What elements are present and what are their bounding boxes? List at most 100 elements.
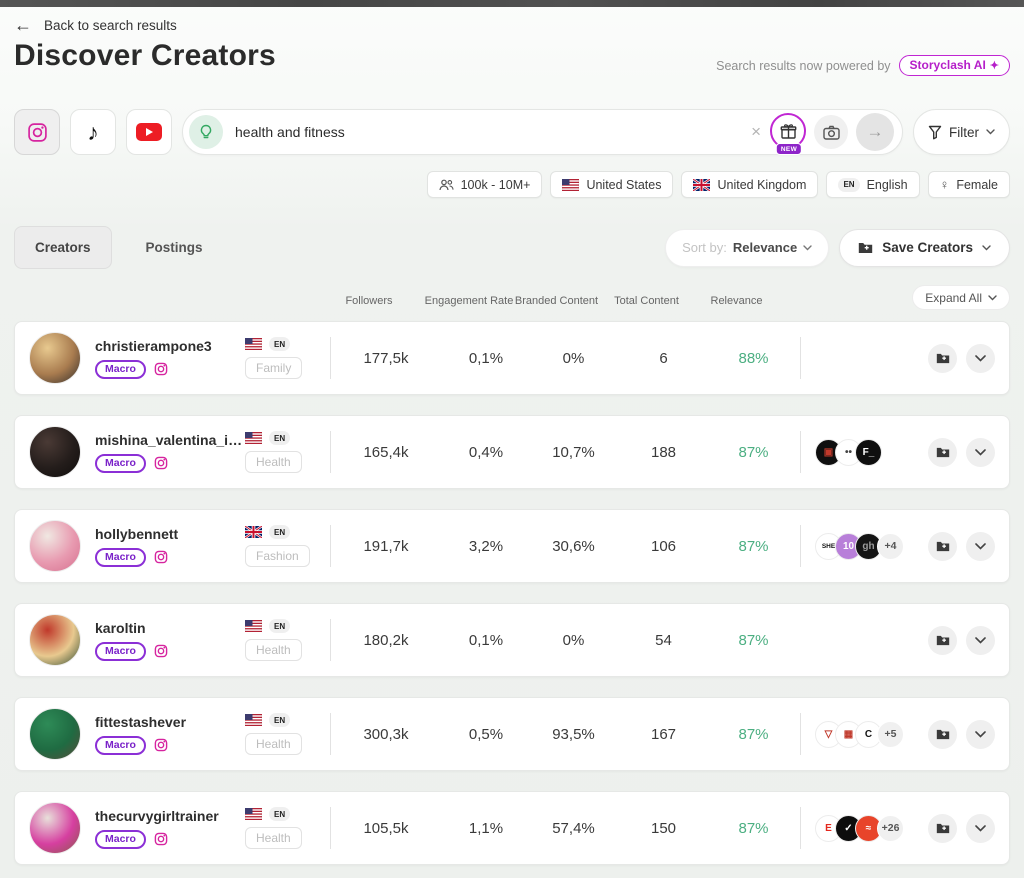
relevance-value: 87% bbox=[738, 725, 769, 743]
avatar[interactable] bbox=[29, 426, 81, 478]
branded-content-value: 30,6% bbox=[552, 537, 595, 555]
tier-badge: Macro bbox=[95, 829, 146, 849]
instagram-icon[interactable] bbox=[154, 550, 168, 564]
arrow-right-icon: → bbox=[866, 122, 884, 141]
total-content-value: 106 bbox=[650, 537, 677, 555]
add-to-list-button[interactable] bbox=[928, 531, 957, 561]
instagram-icon[interactable] bbox=[154, 738, 168, 752]
column-header-engagement-rate: Engagement Rate bbox=[424, 295, 514, 307]
filter-chip-label: United Kingdom bbox=[717, 177, 807, 192]
relevance-value: 87% bbox=[738, 443, 769, 461]
more-brands-badge: +26 bbox=[877, 814, 904, 842]
creator-row: christierampone3 Macro EN Family 177,5k … bbox=[14, 321, 1010, 395]
ai-gift-button[interactable]: NEW bbox=[770, 113, 808, 155]
avatar[interactable] bbox=[29, 708, 81, 760]
country-flag-icon bbox=[245, 808, 262, 820]
filter-chip[interactable]: United States bbox=[550, 171, 674, 198]
clear-search-icon[interactable]: × bbox=[751, 122, 761, 141]
add-to-list-button[interactable] bbox=[928, 625, 957, 655]
filter-button[interactable]: Filter bbox=[913, 109, 1010, 155]
creator-username[interactable]: hollybennett bbox=[95, 525, 179, 542]
category-tag: Family bbox=[245, 357, 303, 379]
chevron-down-icon bbox=[982, 244, 991, 250]
creator-username[interactable]: fittestashever bbox=[95, 713, 187, 730]
tab-postings[interactable]: Postings bbox=[145, 240, 203, 255]
followers-value: 300,3k bbox=[363, 725, 409, 743]
creator-username[interactable]: mishina_valentina_if… bbox=[95, 431, 245, 448]
platform-toggle-instagram[interactable] bbox=[14, 109, 60, 155]
chevron-down-icon bbox=[975, 824, 986, 832]
submit-search-button[interactable]: → bbox=[856, 113, 894, 151]
filter-chip-label: United States bbox=[586, 177, 662, 192]
creator-row: hollybennett Macro EN Fashion 191,7k 3,2… bbox=[14, 509, 1010, 583]
back-link[interactable]: ← Back to search results bbox=[14, 15, 177, 35]
total-content-value: 54 bbox=[655, 631, 672, 649]
language-badge: EN bbox=[269, 619, 291, 633]
lightbulb-icon bbox=[189, 115, 223, 149]
chevron-down-icon bbox=[975, 448, 986, 456]
total-content-value: 188 bbox=[650, 443, 677, 461]
divider bbox=[330, 525, 331, 567]
avatar[interactable] bbox=[29, 332, 81, 384]
add-to-list-button[interactable] bbox=[928, 813, 957, 843]
tier-badge: Macro bbox=[95, 547, 146, 567]
tier-badge: Macro bbox=[95, 453, 146, 473]
instagram-icon[interactable] bbox=[154, 832, 168, 846]
filter-chip-label: 100k - 10M+ bbox=[460, 177, 531, 192]
platform-toggle-tiktok[interactable]: ♪ bbox=[70, 109, 116, 155]
total-content-value: 150 bbox=[650, 819, 677, 837]
tab-creators[interactable]: Creators bbox=[14, 226, 112, 269]
search-input[interactable] bbox=[235, 124, 743, 140]
folder-plus-icon bbox=[936, 635, 949, 646]
engagement-rate-value: 0,1% bbox=[468, 349, 504, 367]
instagram-icon[interactable] bbox=[154, 644, 168, 658]
brand-logos: ▣ •• F_ bbox=[801, 438, 928, 466]
expand-all-button[interactable]: Expand All bbox=[912, 285, 1010, 310]
brand-logo: F_ bbox=[855, 438, 882, 466]
divider bbox=[800, 807, 801, 849]
folder-plus-icon bbox=[936, 447, 949, 458]
search-bar: × NEW → bbox=[182, 109, 903, 155]
chevron-down-icon bbox=[975, 542, 986, 550]
add-to-list-button[interactable] bbox=[928, 343, 957, 373]
folder-plus-icon bbox=[936, 353, 949, 364]
add-to-list-button[interactable] bbox=[928, 437, 957, 467]
sort-dropdown[interactable]: Sort by: Relevance bbox=[665, 228, 830, 267]
filter-chip[interactable]: United Kingdom bbox=[681, 171, 819, 198]
avatar[interactable] bbox=[29, 614, 81, 666]
filter-chip[interactable]: EN English bbox=[826, 171, 920, 198]
tier-badge: Macro bbox=[95, 641, 146, 661]
expand-row-button[interactable] bbox=[966, 719, 995, 749]
female-icon: ♀ bbox=[939, 177, 950, 192]
instagram-icon[interactable] bbox=[154, 362, 168, 376]
creator-username[interactable]: karoltin bbox=[95, 619, 146, 636]
branded-content-value: 93,5% bbox=[552, 725, 595, 743]
country-flag-icon bbox=[245, 620, 262, 632]
creator-username[interactable]: thecurvygirltrainer bbox=[95, 807, 219, 824]
country-flag-icon bbox=[245, 338, 262, 350]
instagram-icon[interactable] bbox=[154, 456, 168, 470]
expand-row-button[interactable] bbox=[966, 343, 995, 373]
language-badge: EN bbox=[269, 431, 291, 445]
expand-row-button[interactable] bbox=[966, 531, 995, 561]
filter-chip[interactable]: ♀ Female bbox=[927, 171, 1010, 198]
expand-row-button[interactable] bbox=[966, 813, 995, 843]
camera-search-button[interactable] bbox=[814, 115, 848, 149]
branded-content-value: 10,7% bbox=[552, 443, 595, 461]
creator-username[interactable]: christierampone3 bbox=[95, 337, 212, 354]
platform-toggle-youtube[interactable] bbox=[126, 109, 172, 155]
instagram-icon bbox=[27, 122, 47, 142]
expand-row-button[interactable] bbox=[966, 625, 995, 655]
relevance-value: 87% bbox=[738, 537, 769, 555]
relevance-value: 87% bbox=[738, 819, 769, 837]
avatar[interactable] bbox=[29, 520, 81, 572]
category-tag: Health bbox=[245, 733, 302, 755]
expand-row-button[interactable] bbox=[966, 437, 995, 467]
avatar[interactable] bbox=[29, 802, 81, 854]
add-to-list-button[interactable] bbox=[928, 719, 957, 749]
save-creators-button[interactable]: Save Creators bbox=[839, 228, 1010, 267]
storyclash-ai-badge[interactable]: Storyclash AI ✦ bbox=[898, 55, 1010, 76]
folder-plus-icon bbox=[936, 729, 949, 740]
filter-chip[interactable]: 100k - 10M+ bbox=[426, 171, 543, 198]
more-brands-badge: +5 bbox=[877, 720, 904, 748]
